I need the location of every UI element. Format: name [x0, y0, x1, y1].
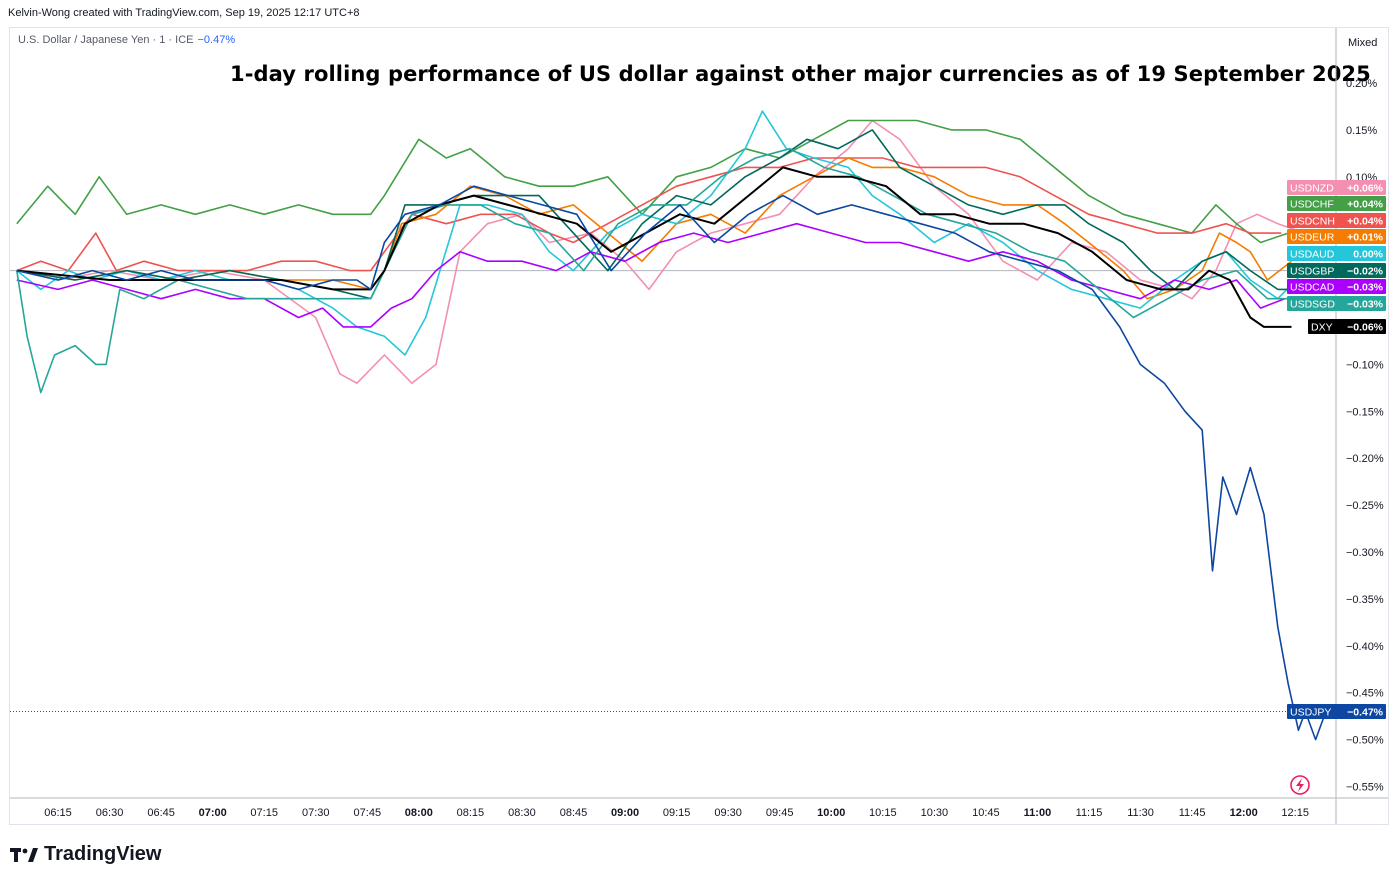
x-tick-label: 10:30 [921, 807, 949, 819]
x-tick-label: 11:00 [1024, 807, 1052, 819]
x-tick-label: 07:30 [302, 807, 330, 819]
series-name: USDNZD [1290, 183, 1334, 195]
x-tick-label: 10:45 [972, 807, 1000, 819]
y-tick-label: −0.15% [1346, 406, 1384, 418]
series-value: +0.04% [1347, 199, 1384, 211]
x-tick-label: 06:15 [44, 807, 72, 819]
series-label-usdcad [1287, 279, 1386, 294]
series-name: USDCNH [1290, 216, 1335, 228]
x-tick-label: 08:15 [457, 807, 485, 819]
series-value: −0.47% [1347, 707, 1384, 719]
symbol-name: U.S. Dollar / Japanese Yen · 1 · ICE [18, 34, 194, 46]
y-tick-label: −0.55% [1346, 782, 1384, 794]
series-value: −0.02% [1347, 266, 1384, 278]
series-line-usdcnh [16, 157, 1282, 272]
series-label-usdjpy [1287, 704, 1386, 719]
x-tick-label: 07:15 [250, 807, 278, 819]
x-tick-label: 11:15 [1076, 807, 1103, 819]
x-tick-label: 08:45 [560, 807, 588, 819]
symbol-change: −0.47% [197, 34, 236, 46]
x-tick-label: 11:45 [1179, 807, 1206, 819]
chart-title: 1-day rolling performance of US dollar a… [230, 62, 1371, 86]
alert-bolt-icon [1296, 778, 1304, 792]
series-label-usdeur [1287, 229, 1386, 244]
x-tick-label: 12:15 [1281, 807, 1309, 819]
symbol-legend[interactable]: U.S. Dollar / Japanese Yen · 1 · ICE −0.4… [18, 34, 235, 46]
series-line-usdsgd [16, 147, 1295, 394]
x-tick-label: 08:30 [508, 807, 536, 819]
x-tick-label: 07:00 [199, 807, 227, 819]
tradingview-logo-icon [10, 847, 38, 862]
series-name: USDSGD [1290, 299, 1335, 311]
y-tick-label: −0.25% [1346, 500, 1384, 512]
series-value: −0.03% [1347, 282, 1384, 294]
series-value: +0.04% [1347, 216, 1384, 228]
series-label-dxy [1308, 319, 1386, 334]
series-line-dxy [16, 166, 1292, 328]
series-name: USDGBP [1290, 266, 1334, 278]
x-tick-label: 10:15 [869, 807, 897, 819]
series-line-usdchf [16, 119, 1289, 244]
series-name: USDEUR [1290, 232, 1335, 244]
series-label-usdaud [1287, 246, 1386, 261]
x-tick-label: 10:00 [817, 807, 845, 819]
x-tick-label: 06:45 [147, 807, 175, 819]
series-name: USDAUD [1290, 249, 1335, 261]
series-value: 0.00% [1353, 249, 1383, 261]
y-tick-label: −0.20% [1346, 453, 1384, 465]
alert-icon[interactable] [1290, 775, 1310, 795]
series-label-usdcnh [1287, 213, 1386, 228]
tradingview-logo-text: TradingView [44, 843, 162, 865]
y-tick-label: −0.40% [1346, 641, 1384, 653]
y-tick-label: −0.50% [1346, 735, 1384, 747]
x-tick-label: 08:00 [405, 807, 433, 819]
x-tick-label: 09:00 [611, 807, 639, 819]
chart-credit: Kelvin-Wong created with TradingView.com… [8, 7, 360, 19]
series-label-usdgbp [1287, 263, 1386, 278]
series-name: USDJPY [1290, 707, 1331, 719]
series-name: USDCHF [1290, 199, 1334, 211]
series-value: −0.06% [1347, 322, 1384, 334]
y-tick-label: 0.20% [1346, 78, 1377, 90]
y-tick-label: 0.15% [1346, 125, 1377, 137]
x-tick-label: 09:45 [766, 807, 794, 819]
series-line-usdgbp [16, 129, 1306, 300]
x-tick-label: 11:30 [1127, 807, 1154, 819]
x-tick-label: 06:30 [96, 807, 124, 819]
series-value: +0.06% [1347, 183, 1384, 195]
series-line-usdjpy [16, 185, 1327, 741]
series-label-usdchf [1287, 196, 1386, 211]
series-line-usdaud [16, 110, 1306, 356]
x-tick-label: 12:00 [1230, 807, 1258, 819]
series-label-usdnzd [1287, 180, 1386, 195]
x-tick-label: 09:15 [663, 807, 691, 819]
series-name: USDCAD [1290, 282, 1335, 294]
x-tick-label: 09:30 [714, 807, 742, 819]
series-name: DXY [1311, 322, 1333, 334]
y-tick-label: −0.30% [1346, 547, 1384, 559]
series-value: +0.01% [1347, 232, 1384, 244]
y-tick-label: −0.35% [1346, 594, 1384, 606]
series-label-usdsgd [1287, 296, 1386, 311]
tradingview-logo[interactable]: TradingView [10, 843, 161, 866]
x-tick-label: 07:45 [354, 807, 382, 819]
scale-mode-button[interactable]: Mixed [1348, 37, 1378, 49]
series-value: −0.03% [1347, 299, 1384, 311]
series-line-usdnzd [16, 119, 1306, 384]
series-line-usdeur [16, 157, 1292, 300]
chart-frame [9, 27, 1389, 825]
y-tick-label: −0.10% [1346, 359, 1384, 371]
y-tick-label: −0.45% [1346, 688, 1384, 700]
